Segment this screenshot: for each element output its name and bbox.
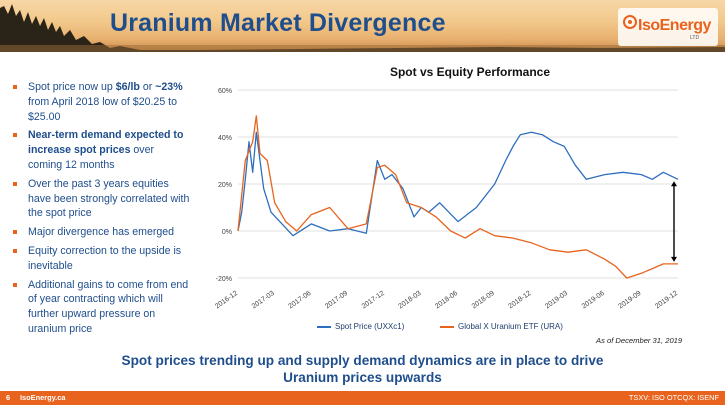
bullet-text: $6/lb	[115, 81, 140, 93]
y-tick-label: 0%	[222, 229, 232, 236]
x-tick-label: 2018-09	[471, 290, 496, 311]
logo-subtext: LTD	[690, 35, 700, 41]
bullet-text: Spot price now up	[28, 81, 116, 93]
arrow-head-down-icon	[671, 256, 677, 262]
y-tick-label: -20%	[216, 276, 232, 283]
footer-bar: 6 IsoEnergy.ca TSXV: ISO OTCQX: ISENF	[0, 391, 725, 405]
x-tick-label: 2018-12	[507, 290, 532, 311]
bullet-text: Major divergence has emerged	[28, 226, 175, 239]
conclusion-line-1: Spot prices trending up and supply deman…	[121, 353, 604, 368]
ticker-symbols: TSXV: ISO OTCQX: ISENF	[628, 393, 719, 402]
conclusion-text: Spot prices trending up and supply deman…	[60, 352, 665, 386]
legend-swatch-etf	[440, 325, 454, 328]
x-tick-label: 2017-12	[361, 290, 386, 311]
bullet-text: Additional gains to come from end of yea…	[28, 278, 189, 335]
bullet-text: Equity correction to the upside is inevi…	[28, 244, 182, 272]
bullet-text: ~23%	[155, 81, 183, 93]
x-tick-label: 2019-06	[581, 290, 606, 311]
bullet-text: from April 2018 low of $20.25 to $25.00	[28, 95, 177, 123]
x-tick-label: 2017-06	[287, 290, 312, 311]
x-tick-label: 2019-09	[617, 290, 642, 311]
as-of-note: As of December 31, 2019	[596, 336, 683, 345]
bullet-item: Over the past 3 years equities have been…	[12, 177, 190, 221]
logo-wordmark: IsoEnergy	[638, 17, 711, 34]
series-line-etf	[237, 115, 678, 279]
header-banner: Uranium Market Divergence IsoEnergy LTD	[0, 0, 725, 52]
legend-item-etf: Global X Uranium ETF (URA)	[440, 322, 563, 331]
website-link[interactable]: IsoEnergy.ca	[20, 393, 66, 402]
bullet-item: Additional gains to come from end of yea…	[12, 278, 190, 337]
conclusion-line-2: Uranium prices upwards	[283, 370, 442, 385]
logo-mark-icon	[623, 15, 637, 29]
x-tick-label: 2017-03	[251, 290, 276, 311]
legend-label-etf: Global X Uranium ETF (URA)	[458, 322, 563, 331]
y-tick-label: 40%	[218, 135, 232, 142]
bullet-item: Near-term demand expected to increase sp…	[12, 128, 190, 172]
legend-item-spot: Spot Price (UXXc1)	[317, 322, 404, 331]
slide-title: Uranium Market Divergence	[110, 9, 446, 37]
bullet-item: Major divergence has emerged	[12, 225, 190, 240]
bullet-text: over coming 12 months	[28, 144, 155, 171]
company-logo: IsoEnergy LTD	[618, 8, 718, 46]
bullet-item: Equity correction to the upside is inevi…	[12, 244, 190, 274]
bullet-text: or	[139, 81, 156, 93]
y-tick-label: 20%	[218, 182, 232, 189]
chart-panel: Spot vs Equity Performance -20% 0% 20% 40% 6…	[200, 60, 710, 350]
y-tick-label: 60%	[218, 88, 232, 95]
legend-swatch-spot	[317, 325, 331, 328]
x-tick-label: 2016-12	[214, 290, 239, 311]
x-tick-label: 2018-03	[397, 290, 422, 311]
page-number: 6	[6, 393, 11, 402]
x-tick-label: 2018-06	[434, 290, 459, 311]
x-tick-label: 2019-12	[654, 290, 679, 311]
legend-label-spot: Spot Price (UXXc1)	[335, 322, 405, 331]
bullet-text: Near-term demand expected to increase sp…	[28, 129, 184, 157]
x-tick-label: 2017-09	[324, 290, 349, 311]
bullet-list: Spot price now up $6/lb or ~23% from Apr…	[12, 80, 190, 341]
chart-title: Spot vs Equity Performance	[389, 65, 551, 79]
bullet-text: Over the past 3 years equities have been…	[28, 177, 190, 220]
arrow-head-up-icon	[671, 181, 677, 187]
tree-silhouette-image	[0, 4, 725, 52]
x-tick-label: 2019-03	[544, 290, 569, 311]
line-chart: -20% 0% 20% 40% 60% 2016-12 2017-03 2017-06 2017…	[214, 88, 679, 311]
bullet-item: Spot price now up $6/lb or ~23% from Apr…	[12, 80, 190, 124]
